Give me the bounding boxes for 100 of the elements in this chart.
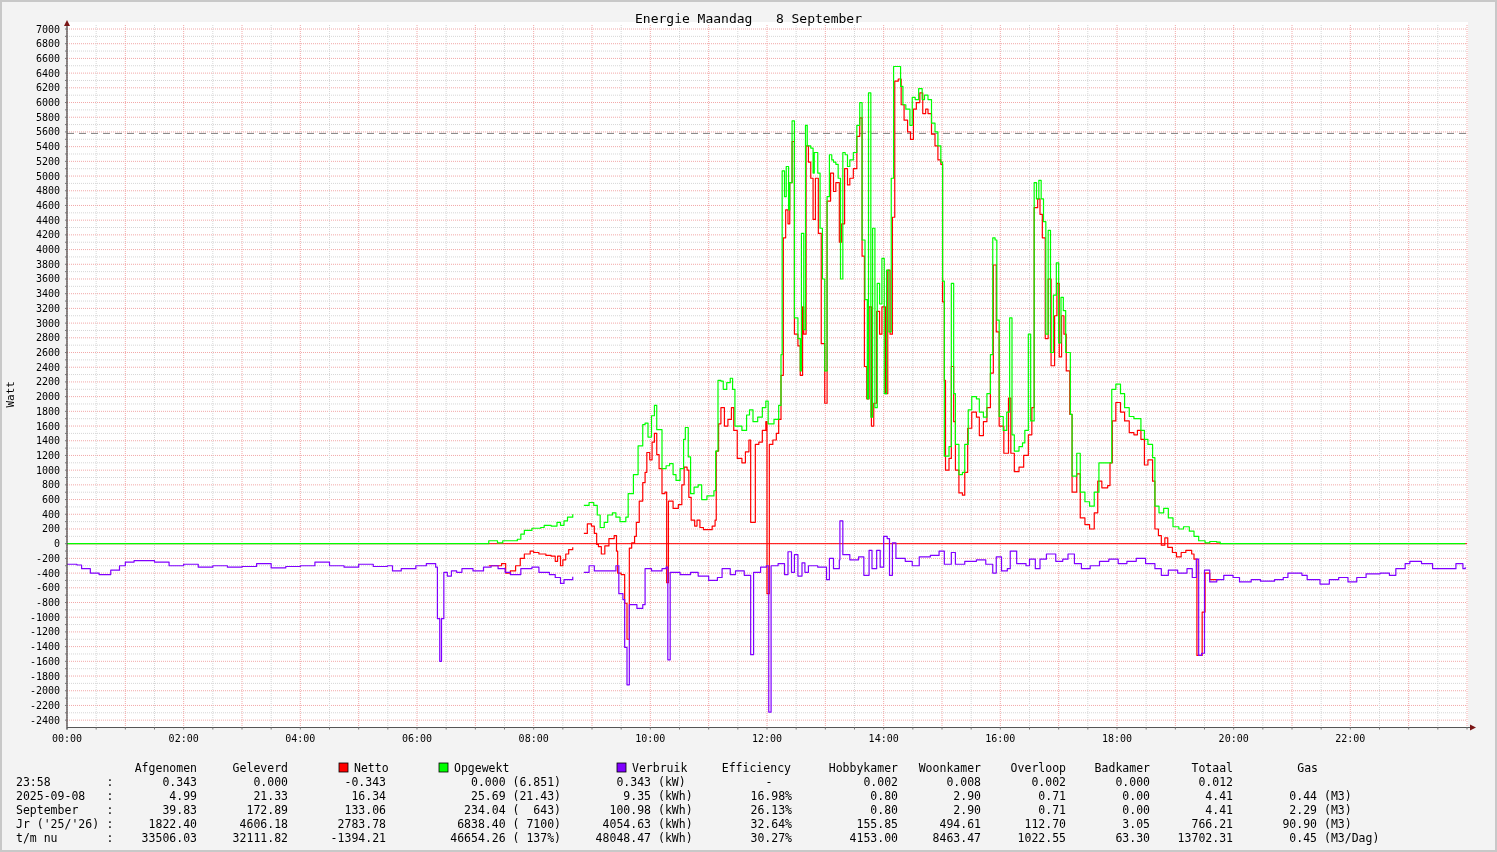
y-tick-label: -2000 xyxy=(29,685,60,697)
text: 0.44 xyxy=(1289,789,1318,803)
text: 0.00 xyxy=(1122,803,1151,817)
text: : xyxy=(106,831,114,845)
text: - xyxy=(765,775,773,789)
y-tick-label: 200 xyxy=(41,523,60,535)
text: (M3) xyxy=(1324,789,1352,803)
y-tick-label: 3400 xyxy=(35,288,60,300)
text: 0.80 xyxy=(870,803,899,817)
y-tick-label: 6800 xyxy=(35,38,60,50)
text: 112.70 xyxy=(1024,817,1067,831)
text: 46654.26 ( 137%) xyxy=(450,831,561,845)
text: 25.69 (21.43) xyxy=(470,789,561,803)
y-tick-label: 5200 xyxy=(35,155,60,167)
text: : xyxy=(106,817,114,831)
text: 3.05 xyxy=(1122,817,1150,831)
text: 0.80 xyxy=(870,789,899,803)
text: Jr ('25/'26) xyxy=(16,817,100,831)
y-tick-label: -800 xyxy=(35,597,60,609)
y-tick-label: 2400 xyxy=(35,361,60,373)
text: 2.90 xyxy=(953,803,982,817)
text: 0.008 xyxy=(946,775,982,789)
y-tick-label: 1400 xyxy=(35,435,60,447)
y-tick-label: 5000 xyxy=(35,170,60,182)
text: 4.41 xyxy=(1205,789,1234,803)
text: 6838.40 ( 7100) xyxy=(457,817,561,831)
x-tick-label: 18:00 xyxy=(1101,732,1133,744)
legend-label: Verbruik xyxy=(632,760,688,775)
y-tick-label: 5800 xyxy=(35,111,60,123)
y-tick-label: 3200 xyxy=(35,302,60,314)
y-tick-label: -1800 xyxy=(29,670,60,682)
y-tick-label: 400 xyxy=(41,508,60,520)
text: 26.13% xyxy=(750,803,793,817)
text: Afgenomen xyxy=(134,761,197,775)
y-tick-label: -1200 xyxy=(29,626,60,638)
y-tick-label: 4000 xyxy=(35,244,60,256)
text: 0.71 xyxy=(1038,789,1067,803)
text: 8463.47 xyxy=(932,831,982,845)
text: : xyxy=(106,789,114,803)
y-tick-label: -2400 xyxy=(29,714,60,726)
y-tick-label: -1400 xyxy=(29,641,60,653)
text: 0.000 xyxy=(1115,775,1151,789)
x-tick-label: 02:00 xyxy=(168,732,199,744)
y-tick-label: 2600 xyxy=(35,347,60,359)
text: (kWh) xyxy=(658,817,693,831)
text: 100.98 xyxy=(609,803,652,817)
y-tick-label: 0 xyxy=(53,538,60,550)
text: 172.89 xyxy=(246,803,289,817)
text: Woonkamer xyxy=(918,761,982,775)
y-tick-label: 3800 xyxy=(35,258,60,270)
text: (M3/Dag) xyxy=(1324,831,1380,845)
y-tick-label: 5600 xyxy=(35,126,60,138)
y-tick-label: 2800 xyxy=(35,332,60,344)
text: (kWh) xyxy=(658,789,693,803)
text: 155.85 xyxy=(856,817,898,831)
x-tick-label: 00:00 xyxy=(51,732,83,744)
text: t/m nu xyxy=(16,831,58,845)
y-tick-label: 6400 xyxy=(35,67,60,79)
text: 0.000 xyxy=(253,775,289,789)
y-tick-label: -200 xyxy=(35,552,60,564)
text: Badkamer xyxy=(1094,761,1151,775)
y-tick-label: 3000 xyxy=(35,317,60,329)
x-tick-label: 14:00 xyxy=(868,732,899,744)
y-tick-label: 6600 xyxy=(35,52,60,64)
text: Geleverd xyxy=(232,761,288,775)
y-tick-label: 3600 xyxy=(35,273,60,285)
y-tick-label: 1600 xyxy=(35,420,60,432)
y-tick-label: 800 xyxy=(41,479,60,491)
text: 16.34 xyxy=(351,789,387,803)
x-tick-label: 08:00 xyxy=(518,732,549,744)
y-tick-label: 1000 xyxy=(35,464,60,476)
text: 0.343 xyxy=(616,775,652,789)
y-tick-label: 2000 xyxy=(35,391,60,403)
x-tick-label: 06:00 xyxy=(401,732,433,744)
text: 2.90 xyxy=(953,789,982,803)
y-tick-label: 600 xyxy=(41,494,60,506)
text: 21.33 xyxy=(253,789,289,803)
text: 16.98% xyxy=(750,789,793,803)
text: 30.27% xyxy=(750,831,793,845)
text: (kWh) xyxy=(658,831,693,845)
text: 0.000 (6.851) xyxy=(470,775,561,789)
text: 0.002 xyxy=(863,775,898,789)
text: Hobbykamer xyxy=(828,761,899,775)
y-tick-label: 4200 xyxy=(35,229,60,241)
text: 766.21 xyxy=(1191,817,1234,831)
y-tick-label: 4800 xyxy=(35,185,60,197)
y-tick-label: 1800 xyxy=(35,405,60,417)
text: 0.45 xyxy=(1289,831,1317,845)
text: 4054.63 xyxy=(602,817,652,831)
y-tick-label: 5400 xyxy=(35,141,60,153)
y-tick-label: -2200 xyxy=(29,699,60,711)
text: : xyxy=(106,803,114,817)
text: 63.30 xyxy=(1115,831,1151,845)
text: 9.35 xyxy=(623,789,651,803)
text: 1022.55 xyxy=(1017,831,1066,845)
y-tick-label: 7000 xyxy=(35,23,60,35)
text: 1822.40 xyxy=(148,817,198,831)
text: 23:58 xyxy=(16,775,51,789)
text: (kW) xyxy=(658,775,686,789)
text: 2025-09-08 xyxy=(16,789,86,803)
